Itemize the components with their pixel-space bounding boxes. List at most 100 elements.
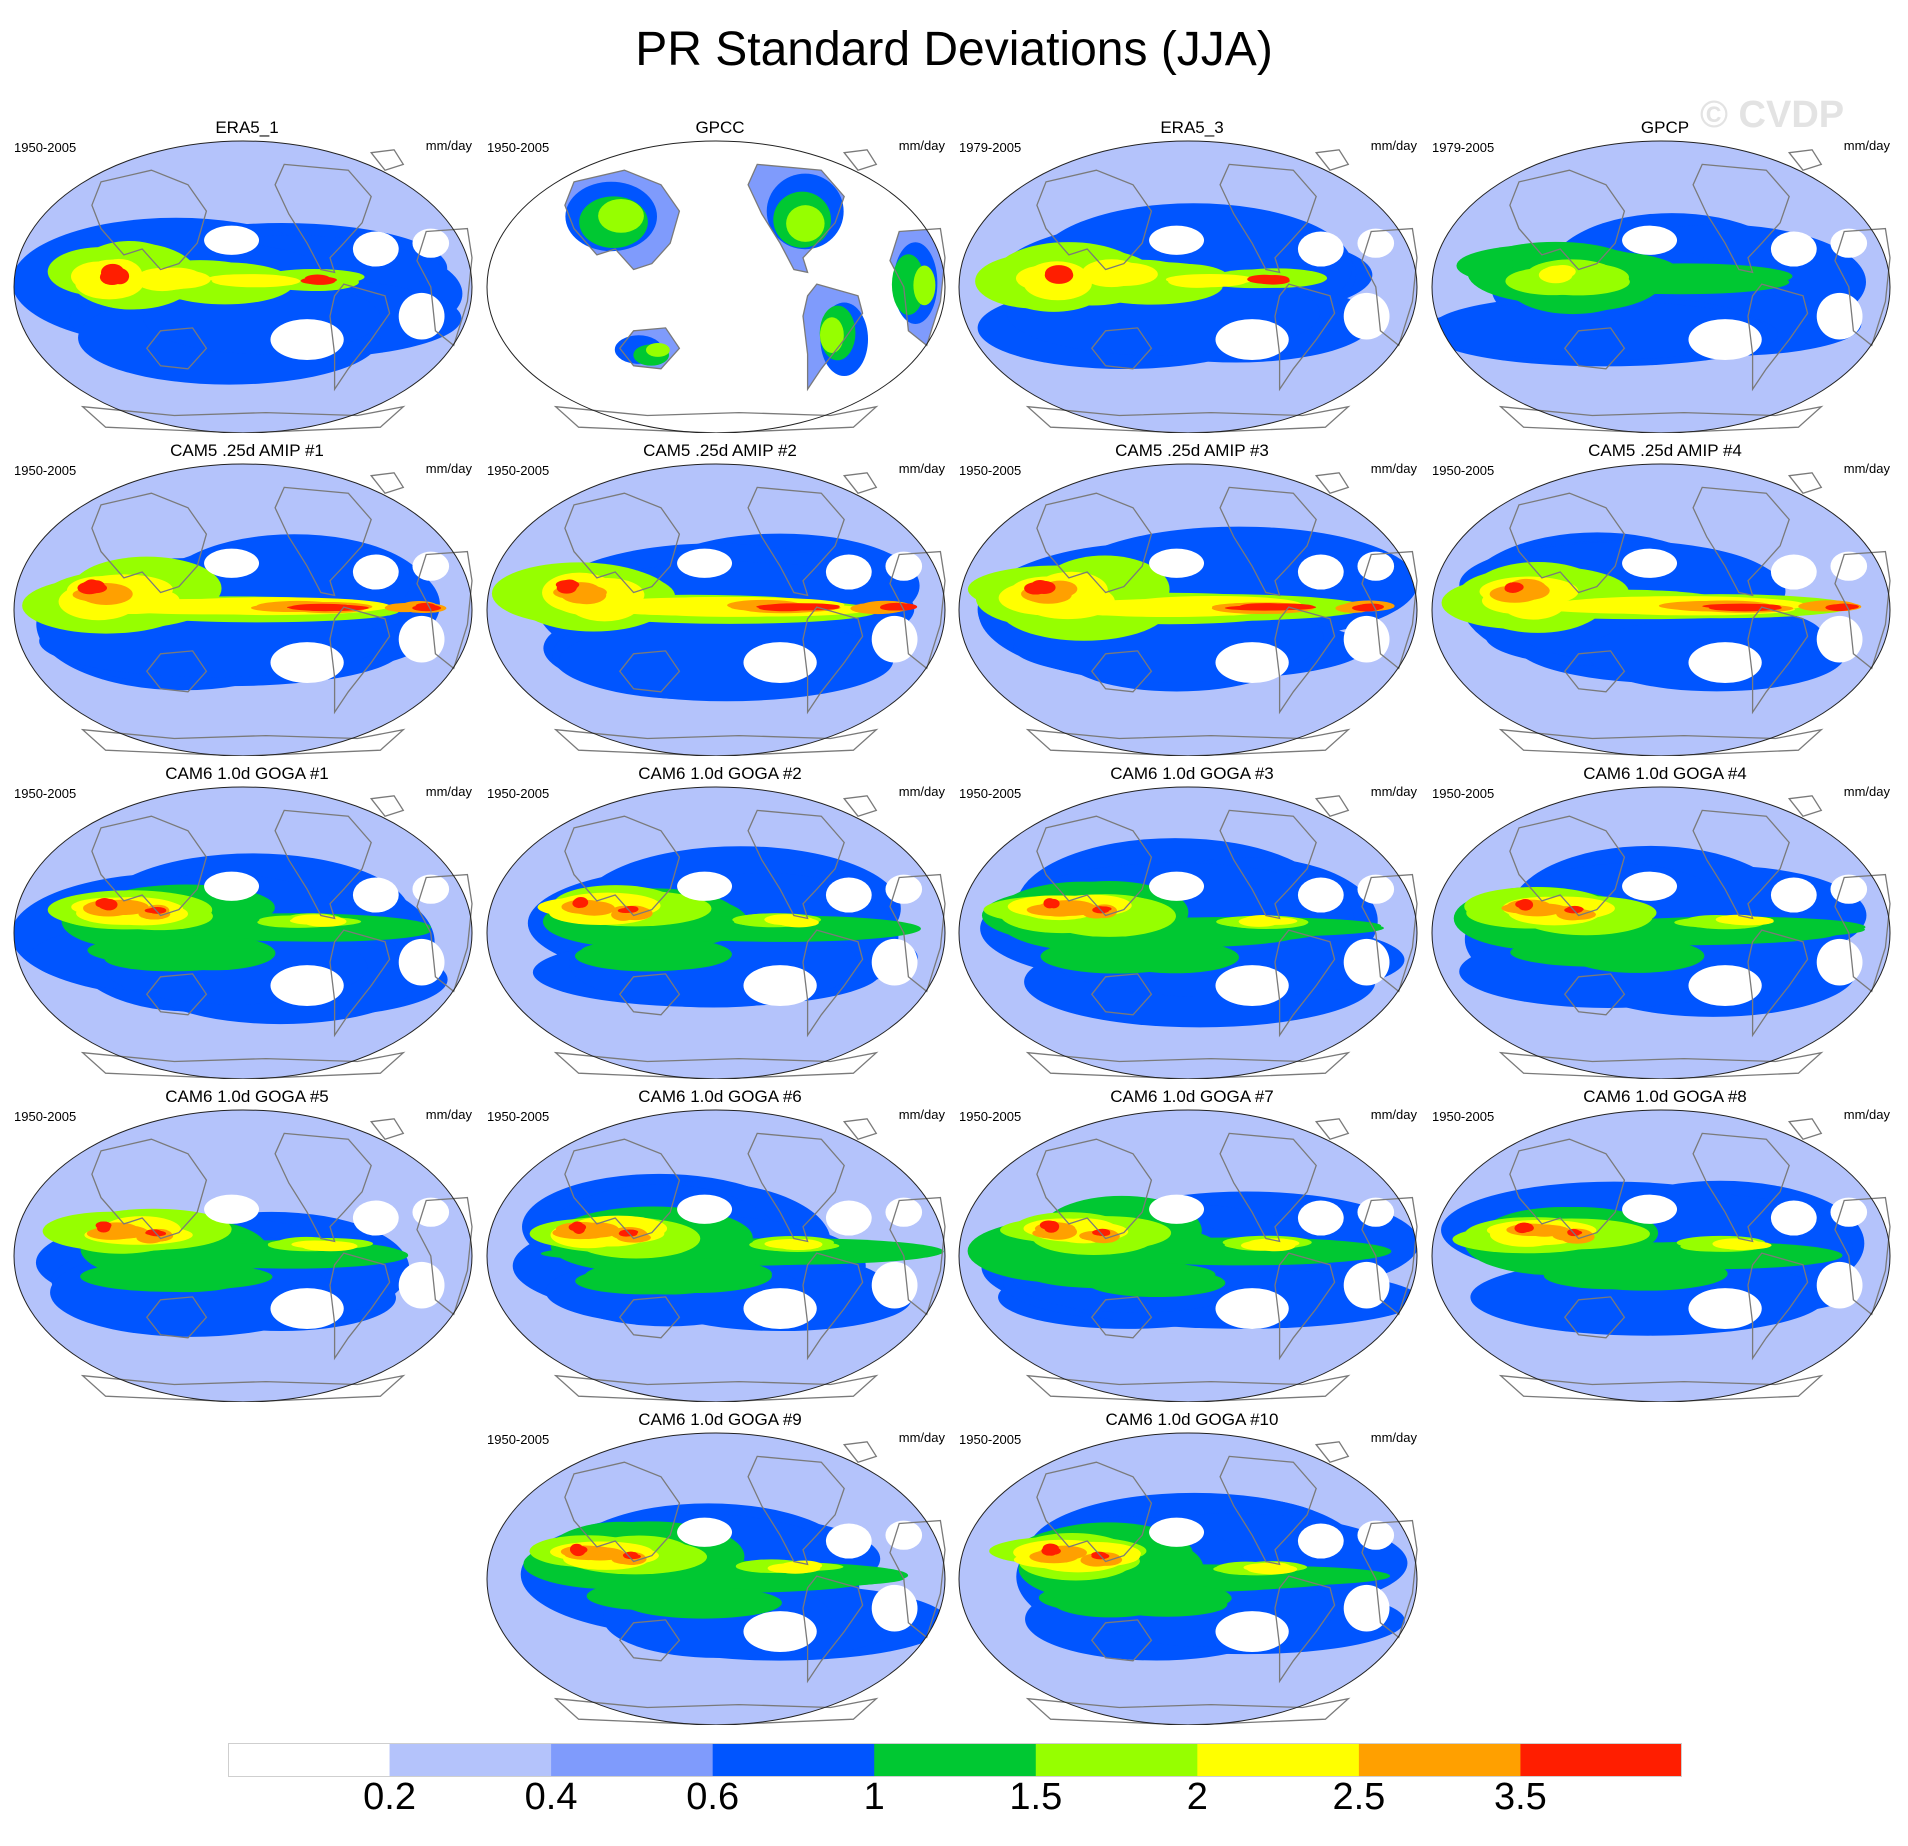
- precip-blob: [891, 254, 925, 315]
- map-border: [486, 463, 946, 756]
- dry-region: [1149, 871, 1205, 901]
- coastline-antarctica: [80, 1374, 406, 1402]
- dry-region: [1830, 1197, 1868, 1227]
- precip-blob: [1505, 582, 1524, 592]
- precip-blob: [1564, 907, 1582, 914]
- dry-region: [270, 642, 344, 683]
- coastline-greenland: [369, 149, 405, 171]
- coastline-antarctica: [1025, 1374, 1351, 1402]
- dry-region: [412, 1197, 450, 1227]
- dry-region: [1688, 319, 1762, 360]
- precip-blob: [913, 265, 936, 306]
- coastline-greenland: [842, 149, 878, 171]
- precip-blob: [567, 585, 607, 605]
- coastline-africa: [416, 1196, 473, 1316]
- coastline-antarctica: [553, 1051, 879, 1079]
- coastline-asia: [1509, 169, 1626, 271]
- coastline-north-america: [747, 809, 845, 920]
- coastline-north-america: [1692, 1132, 1790, 1243]
- colorbar: [228, 1743, 1682, 1777]
- dry-region: [677, 548, 733, 578]
- map-border: [1431, 463, 1891, 756]
- coastline-asia: [564, 169, 681, 271]
- panel-cam6-1-0d-goga-1: CAM6 1.0d GOGA #1 1950-2005 mm/day: [12, 764, 482, 1086]
- coastline-africa: [1361, 227, 1418, 347]
- precip-field: [487, 787, 945, 1079]
- dry-region: [677, 1194, 733, 1224]
- map-cam6-1-0d-goga-1: [13, 786, 473, 1079]
- coastline-south-america: [329, 929, 391, 1038]
- coastline-australia: [1563, 327, 1626, 370]
- map-border: [958, 140, 1418, 433]
- precip-blob: [580, 939, 715, 963]
- coastline-australia: [1090, 327, 1153, 370]
- precip-blob: [1238, 916, 1280, 927]
- coastline-north-america: [1692, 809, 1790, 920]
- dry-region: [1297, 554, 1344, 590]
- dry-region: [1622, 1194, 1678, 1224]
- coastline-australia: [1563, 650, 1626, 693]
- coastline-south-america: [1274, 929, 1336, 1038]
- precip-blob: [95, 1221, 112, 1229]
- panel-units: mm/day: [1843, 1107, 1890, 1122]
- panel-title: CAM6 1.0d GOGA #3: [1110, 764, 1274, 783]
- coastline-greenland: [1314, 795, 1350, 817]
- panel-title: CAM5 .25d AMIP #2: [643, 441, 797, 460]
- precip-blob: [1516, 1222, 1531, 1232]
- colorbar-label: 1.5: [1009, 1776, 1063, 1818]
- coastline-greenland: [1314, 1441, 1350, 1463]
- dry-region: [1357, 1197, 1395, 1227]
- dry-region: [885, 551, 923, 581]
- panel-years: 1950-2005: [14, 1109, 77, 1124]
- panel-cam5-25d-amip-2: CAM5 .25d AMIP #2 1950-2005 mm/day: [485, 441, 955, 763]
- map-gpcp: [1431, 140, 1891, 433]
- precip-blob: [569, 1543, 584, 1556]
- precip-blob: [784, 604, 837, 610]
- coastline-asia: [1036, 815, 1153, 917]
- coastline-asia: [564, 1138, 681, 1240]
- map-border: [486, 1109, 946, 1402]
- coastline-north-america: [1219, 1132, 1317, 1243]
- coastline-south-america: [802, 929, 864, 1038]
- coastline-antarctica: [553, 728, 879, 756]
- precip-field: [959, 141, 1417, 433]
- panel-title: GPCC: [695, 118, 745, 137]
- coastline-north-america: [1219, 1455, 1317, 1566]
- coastline-north-america: [747, 1455, 845, 1566]
- colorbar-box: [1197, 1743, 1360, 1777]
- map-border: [13, 1109, 473, 1402]
- coastline-australia: [618, 1296, 681, 1339]
- dry-region: [1149, 548, 1205, 578]
- map-cam5-25d-amip-1: [13, 463, 473, 756]
- colorbar-box: [712, 1743, 875, 1777]
- dry-region: [1297, 1200, 1344, 1236]
- coastline-greenland: [842, 795, 878, 817]
- coastline-antarctica: [1498, 1374, 1824, 1402]
- colorbar-label: 0.6: [686, 1776, 740, 1818]
- precip-blob: [77, 581, 102, 595]
- panel-cam6-1-0d-goga-7: CAM6 1.0d GOGA #7 1950-2005 mm/day: [957, 1087, 1427, 1409]
- dry-region: [1215, 1611, 1289, 1652]
- precip-field: [1432, 1110, 1890, 1402]
- coastline-antarctica: [1498, 1051, 1824, 1079]
- panel-years: 1950-2005: [487, 1432, 550, 1447]
- dry-region: [204, 1194, 260, 1224]
- panel-title: CAM5 .25d AMIP #3: [1115, 441, 1269, 460]
- panel-years: 1950-2005: [14, 463, 77, 478]
- panel-units: mm/day: [1843, 138, 1890, 153]
- map-border: [958, 786, 1418, 1079]
- precip-blob: [1566, 1258, 1702, 1288]
- coastline-asia: [91, 1138, 208, 1240]
- map-gpcc: [486, 140, 946, 433]
- dry-region: [1688, 965, 1762, 1006]
- coastline-north-america: [274, 809, 372, 920]
- dry-region: [885, 874, 923, 904]
- panel-units: mm/day: [1843, 461, 1890, 476]
- precip-blob: [786, 1560, 823, 1571]
- precip-blob: [1081, 259, 1142, 288]
- precip-blob: [559, 620, 894, 702]
- dry-region: [825, 1200, 872, 1236]
- precip-field: [487, 1433, 945, 1725]
- precip-blob: [1519, 900, 1532, 908]
- panel-units: mm/day: [1370, 138, 1417, 153]
